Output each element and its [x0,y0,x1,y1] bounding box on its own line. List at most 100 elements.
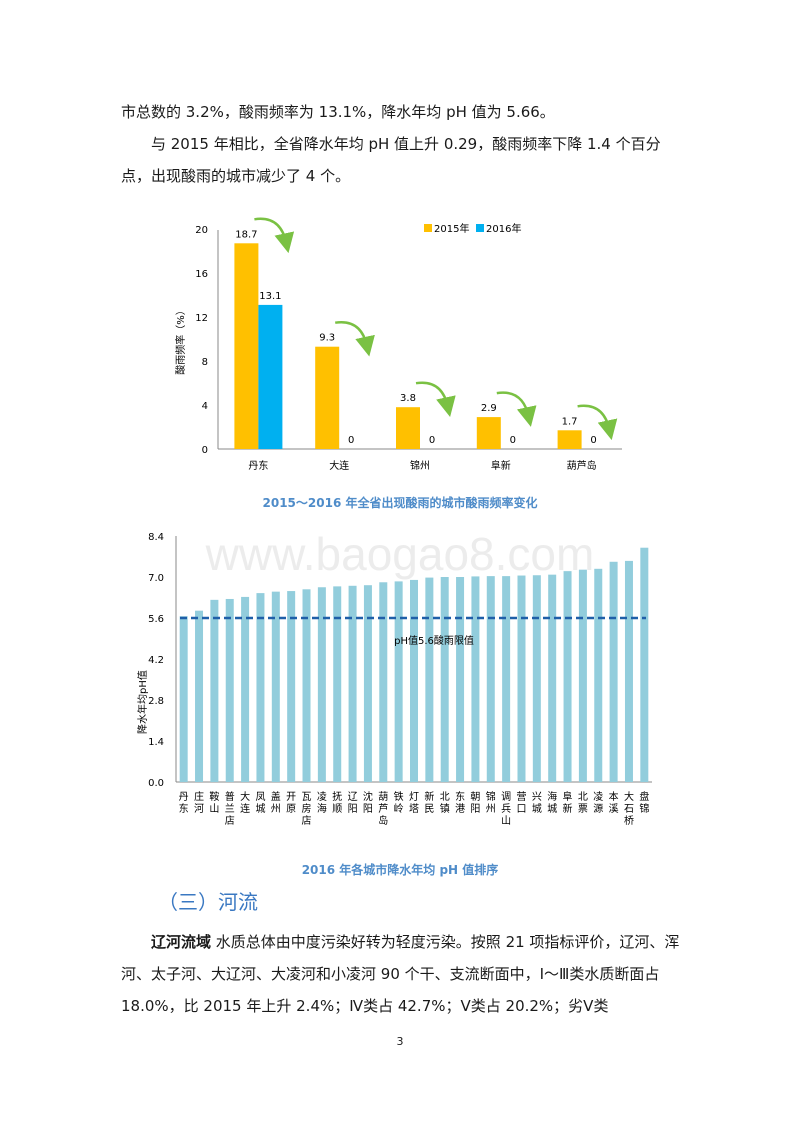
x-tick-label: 铁岭 [394,790,404,815]
ph-bar [333,586,342,782]
x-tick-label: 阜新 [563,790,573,815]
ph-bar [195,610,204,782]
x-tick-label: 普兰店 [225,790,235,827]
ph-bar [410,579,418,782]
river-basin-text: 水质总体由中度污染好转为轻度污染。按照 21 项指标评价，辽河、浑河、太子河、大… [121,933,680,1015]
ph-bar [241,596,250,782]
acid-rain-frequency-chart: 酸雨频率（%） 0 4 8 12 16 20 18.7 13.1 9.3 0 3.8 0 2.9 0 1.… [174,217,622,472]
ph-bar [471,576,480,782]
decrease-arrow-icon [335,320,375,357]
y-tick-label: 8 [202,357,208,368]
legend-label-2015: 2015年 [434,222,469,235]
bar-2016 [258,304,283,449]
data-label: 3.8 [400,393,416,404]
ph-bar [363,585,372,782]
ph-bar [532,575,541,782]
x-tick-label: 抚顺 [332,791,342,815]
legend-label-2016: 2016年 [486,222,521,235]
x-tick-label: 兴城 [532,791,542,815]
ph-bar [287,591,296,782]
bar-2015 [315,346,340,449]
y-tick-label: 12 [195,313,208,324]
x-tick-label: 凌源 [593,790,603,815]
y-tick-label: 0 [202,445,208,456]
bar-2015 [476,417,501,449]
x-tick-label: 丹东 [248,459,268,472]
ph-bar [594,568,603,782]
x-tick-label: 大石桥 [624,790,634,827]
bar-2015 [557,430,582,449]
x-tick-label: 调兵山 [501,791,511,827]
x-tick-label: 丹东 [179,791,189,815]
x-tick-label: 灯塔 [409,791,419,815]
page-number: 3 [396,1035,404,1048]
y-axis-label: 酸雨频率（%） [174,305,187,375]
river-basin-lead: 辽河流域 [151,933,212,951]
ph-bar [302,589,311,782]
x-tick-label: 鞍山 [209,790,219,815]
ph-bar [563,571,572,782]
x-tick-label: 沈阳 [363,790,373,815]
x-tick-label: 盘锦 [639,790,649,815]
ph-bar [486,576,495,782]
legend-swatch-2015 [424,224,432,232]
chart2-caption: 2016 年各城市降水年均 pH 值排序 [301,863,499,877]
chart1-caption: 2015～2016 年全省出现酸雨的城市酸雨频率变化 [262,496,538,510]
ph-bar [256,593,265,782]
x-tick-label: 本溪 [609,790,619,815]
y-tick-label: 4 [202,401,208,412]
x-tick-label: 大连 [329,459,349,472]
ph-bar [578,569,587,782]
x-tick-label: 营口 [516,790,526,815]
data-label: 0 [348,435,354,446]
ph-bar [271,591,280,782]
x-tick-label: 锦州 [410,459,430,472]
x-tick-label: 海城 [547,790,557,815]
paragraph-comparison: 与 2015 年相比，全省降水年均 pH 值上升 0.29，酸雨频率下降 1.4… [121,135,661,185]
bar-2015 [234,243,259,449]
legend-swatch-2016 [476,224,484,232]
x-tick-label: 朝阳 [470,791,480,815]
ph-bar [210,599,219,782]
ph-bar [394,581,403,782]
y-axis-label: 降水年均pH值 [136,670,149,734]
x-tick-label: 阜新 [491,459,511,472]
bar-2015 [396,407,420,449]
x-tick-label: 北镇 [440,791,450,815]
y-tick-label: 5.6 [148,614,164,625]
x-tick-label: 大连 [240,790,250,815]
data-label: 0 [590,435,596,446]
x-tick-label: 新民 [424,790,434,815]
data-label: 1.7 [562,416,578,427]
x-tick-label: 盖州 [271,790,281,815]
decrease-arrow-icon [254,217,295,254]
y-tick-label: 7.0 [148,573,164,584]
data-label: 0 [510,435,516,446]
ph-bar [379,582,388,782]
data-label: 0 [429,435,435,446]
data-label: 9.3 [319,333,335,344]
y-tick-label: 20 [195,225,208,236]
ph-bar [548,574,557,782]
y-tick-label: 0.0 [148,778,164,789]
threshold-label: pH值5.6酸雨限值 [394,634,474,647]
x-tick-label: 葫芦岛 [378,791,388,827]
ph-bar [348,585,357,782]
ph-bar [609,561,618,782]
data-label: 18.7 [235,229,257,240]
decrease-arrow-icon [577,404,618,441]
ph-bar [502,576,511,782]
y-tick-label: 2.8 [148,696,164,707]
ph-bar [456,577,465,782]
y-tick-label: 1.4 [148,737,164,748]
watermark: www.baogao8.com [205,528,595,580]
x-tick-label: 锦州 [486,790,496,815]
x-tick-label: 开原 [286,792,296,815]
ph-bar [225,598,234,782]
decrease-arrow-icon [496,391,537,427]
ph-ranking-chart: 降水年均pH值 0.0 1.4 2.8 4.2 5.6 7.0 8.4 pH值5.6酸雨限值… [136,528,652,827]
x-tick-label: 凌海 [317,790,327,815]
decrease-arrow-icon [415,381,456,417]
x-tick-label: 凤城 [255,791,265,815]
data-label: 13.1 [259,291,281,302]
